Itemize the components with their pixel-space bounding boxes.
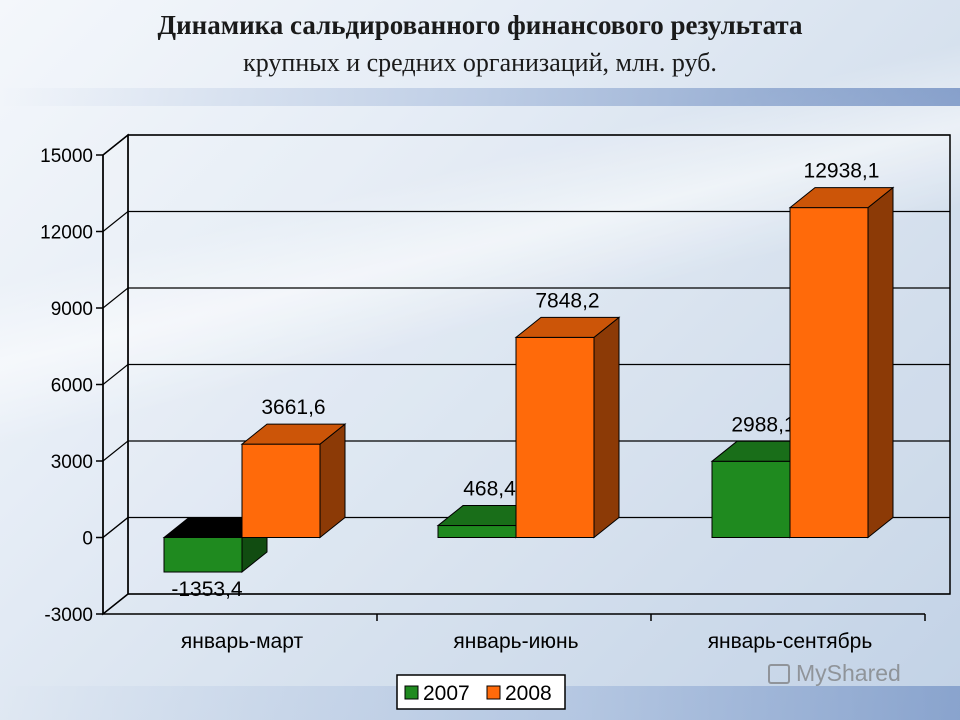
- data-label: 3661,6: [261, 396, 325, 419]
- legend: [396, 674, 566, 710]
- x-tick-label: январь-март: [181, 630, 304, 653]
- data-label: 468,4: [463, 478, 516, 501]
- bar-front: [711, 460, 791, 538]
- bar-front: [163, 537, 243, 573]
- bar-side: [867, 186, 894, 539]
- y-tick-label: 0: [82, 529, 93, 550]
- legend-label-2008: 2008: [505, 682, 552, 705]
- chart-subtitle: крупных и средних организаций, млн. руб.: [243, 48, 717, 77]
- y-tick-label: 12000: [40, 223, 93, 244]
- y-tick-label: 15000: [40, 146, 93, 167]
- x-tick-label: январь-июнь: [453, 630, 578, 653]
- data-label: -1353,4: [171, 578, 243, 601]
- chart-title: Динамика сальдированного финансового рез…: [157, 10, 803, 40]
- bar-front: [515, 336, 595, 539]
- bar-front: [241, 443, 321, 539]
- bar-2008-2: [514, 316, 621, 539]
- gridline: [102, 210, 950, 232]
- gridline: [102, 363, 950, 385]
- y-tick-label: 6000: [51, 376, 93, 397]
- legend-swatch-2008: [486, 685, 501, 700]
- watermark: MyShared: [768, 660, 901, 687]
- data-label: 12938,1: [804, 160, 880, 183]
- bar-front: [437, 525, 517, 538]
- gridline: [102, 287, 950, 309]
- legend-swatch-2007: [404, 685, 419, 700]
- presentation-icon: [768, 664, 790, 684]
- x-tick-label: январь-сентябрь: [708, 630, 873, 653]
- y-tick-label: -3000: [44, 605, 93, 626]
- bar-side: [593, 316, 620, 539]
- gridline: [102, 593, 950, 615]
- y-tick-label: 9000: [51, 299, 93, 320]
- bar-top: [788, 187, 895, 209]
- watermark-text: MyShared: [796, 660, 901, 686]
- data-label: 2988,1: [731, 413, 795, 436]
- header-decoration: [0, 88, 960, 106]
- bar-top: [240, 423, 347, 445]
- bar-2008-3: [788, 186, 895, 539]
- data-label: 7848,2: [535, 289, 599, 312]
- gridline: [102, 440, 950, 462]
- zero-line: [102, 517, 129, 538]
- bar-2008-1: [240, 423, 347, 539]
- y-tick-label: 3000: [51, 452, 93, 473]
- gridline: [102, 134, 950, 156]
- legend-label-2007: 2007: [423, 682, 470, 705]
- bar-top: [514, 316, 621, 338]
- bar-front: [789, 207, 869, 538]
